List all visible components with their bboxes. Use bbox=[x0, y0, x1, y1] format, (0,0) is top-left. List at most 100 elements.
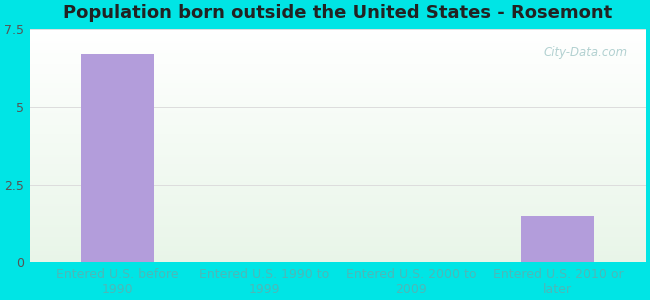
Bar bbox=[30, 204, 646, 206]
Bar bbox=[30, 134, 646, 136]
Bar bbox=[30, 225, 646, 227]
Bar bbox=[30, 125, 646, 127]
Bar bbox=[30, 36, 646, 39]
Bar bbox=[30, 260, 646, 262]
Bar bbox=[30, 148, 646, 150]
Bar bbox=[30, 188, 646, 190]
Bar bbox=[30, 192, 646, 195]
Bar bbox=[30, 101, 646, 104]
Bar bbox=[81, 54, 155, 262]
Bar bbox=[30, 41, 646, 43]
Bar bbox=[30, 146, 646, 148]
Bar bbox=[30, 246, 646, 248]
Text: City-Data.com: City-Data.com bbox=[543, 46, 627, 59]
Bar bbox=[30, 50, 646, 52]
Bar bbox=[30, 202, 646, 204]
Bar bbox=[521, 216, 595, 262]
Bar bbox=[30, 80, 646, 83]
Bar bbox=[30, 104, 646, 106]
Bar bbox=[30, 162, 646, 164]
Bar bbox=[30, 127, 646, 130]
Bar bbox=[30, 97, 646, 99]
Bar bbox=[30, 220, 646, 223]
Bar bbox=[30, 167, 646, 169]
Bar bbox=[30, 29, 646, 32]
Bar bbox=[30, 230, 646, 232]
Bar bbox=[30, 85, 646, 88]
Bar bbox=[30, 64, 646, 67]
Bar bbox=[30, 255, 646, 258]
Bar bbox=[30, 176, 646, 178]
Bar bbox=[30, 62, 646, 64]
Bar bbox=[30, 190, 646, 192]
Bar bbox=[30, 48, 646, 50]
Bar bbox=[30, 181, 646, 183]
Bar bbox=[30, 216, 646, 218]
Bar bbox=[30, 209, 646, 211]
Bar bbox=[30, 250, 646, 253]
Bar bbox=[30, 158, 646, 160]
Bar bbox=[30, 69, 646, 71]
Bar bbox=[30, 232, 646, 234]
Bar bbox=[30, 94, 646, 97]
Bar bbox=[30, 244, 646, 246]
Bar bbox=[30, 76, 646, 78]
Bar bbox=[30, 169, 646, 171]
Bar bbox=[30, 116, 646, 118]
Bar bbox=[30, 130, 646, 132]
Bar bbox=[30, 113, 646, 116]
Bar bbox=[30, 92, 646, 94]
Bar bbox=[30, 234, 646, 237]
Bar bbox=[30, 57, 646, 60]
Bar bbox=[30, 122, 646, 125]
Bar bbox=[30, 239, 646, 241]
Bar bbox=[30, 136, 646, 139]
Bar bbox=[30, 83, 646, 85]
Bar bbox=[30, 55, 646, 57]
Bar bbox=[30, 139, 646, 141]
Bar bbox=[30, 132, 646, 134]
Bar bbox=[30, 143, 646, 146]
Bar bbox=[30, 206, 646, 209]
Bar bbox=[30, 258, 646, 260]
Bar bbox=[30, 71, 646, 74]
Bar bbox=[30, 111, 646, 113]
Bar bbox=[30, 197, 646, 200]
Bar bbox=[30, 218, 646, 220]
Bar bbox=[30, 90, 646, 92]
Bar bbox=[30, 195, 646, 197]
Bar bbox=[30, 34, 646, 36]
Bar bbox=[30, 46, 646, 48]
Bar bbox=[30, 43, 646, 46]
Bar bbox=[30, 141, 646, 143]
Bar bbox=[30, 248, 646, 250]
Bar bbox=[30, 160, 646, 162]
Bar bbox=[30, 178, 646, 181]
Bar bbox=[30, 185, 646, 188]
Bar bbox=[30, 32, 646, 34]
Bar bbox=[30, 150, 646, 153]
Bar bbox=[30, 78, 646, 80]
Bar bbox=[30, 120, 646, 122]
Bar bbox=[30, 227, 646, 230]
Bar bbox=[30, 183, 646, 185]
Bar bbox=[30, 200, 646, 202]
Bar bbox=[30, 39, 646, 41]
Bar bbox=[30, 52, 646, 55]
Bar bbox=[30, 99, 646, 101]
Bar bbox=[30, 241, 646, 244]
Bar bbox=[30, 237, 646, 239]
Title: Population born outside the United States - Rosemont: Population born outside the United State… bbox=[63, 4, 612, 22]
Bar bbox=[30, 153, 646, 155]
Bar bbox=[30, 223, 646, 225]
Bar bbox=[30, 67, 646, 69]
Bar bbox=[30, 60, 646, 62]
Bar bbox=[30, 174, 646, 176]
Bar bbox=[30, 155, 646, 158]
Bar bbox=[30, 213, 646, 216]
Bar bbox=[30, 109, 646, 111]
Bar bbox=[30, 253, 646, 255]
Bar bbox=[30, 164, 646, 167]
Bar bbox=[30, 211, 646, 213]
Bar bbox=[30, 88, 646, 90]
